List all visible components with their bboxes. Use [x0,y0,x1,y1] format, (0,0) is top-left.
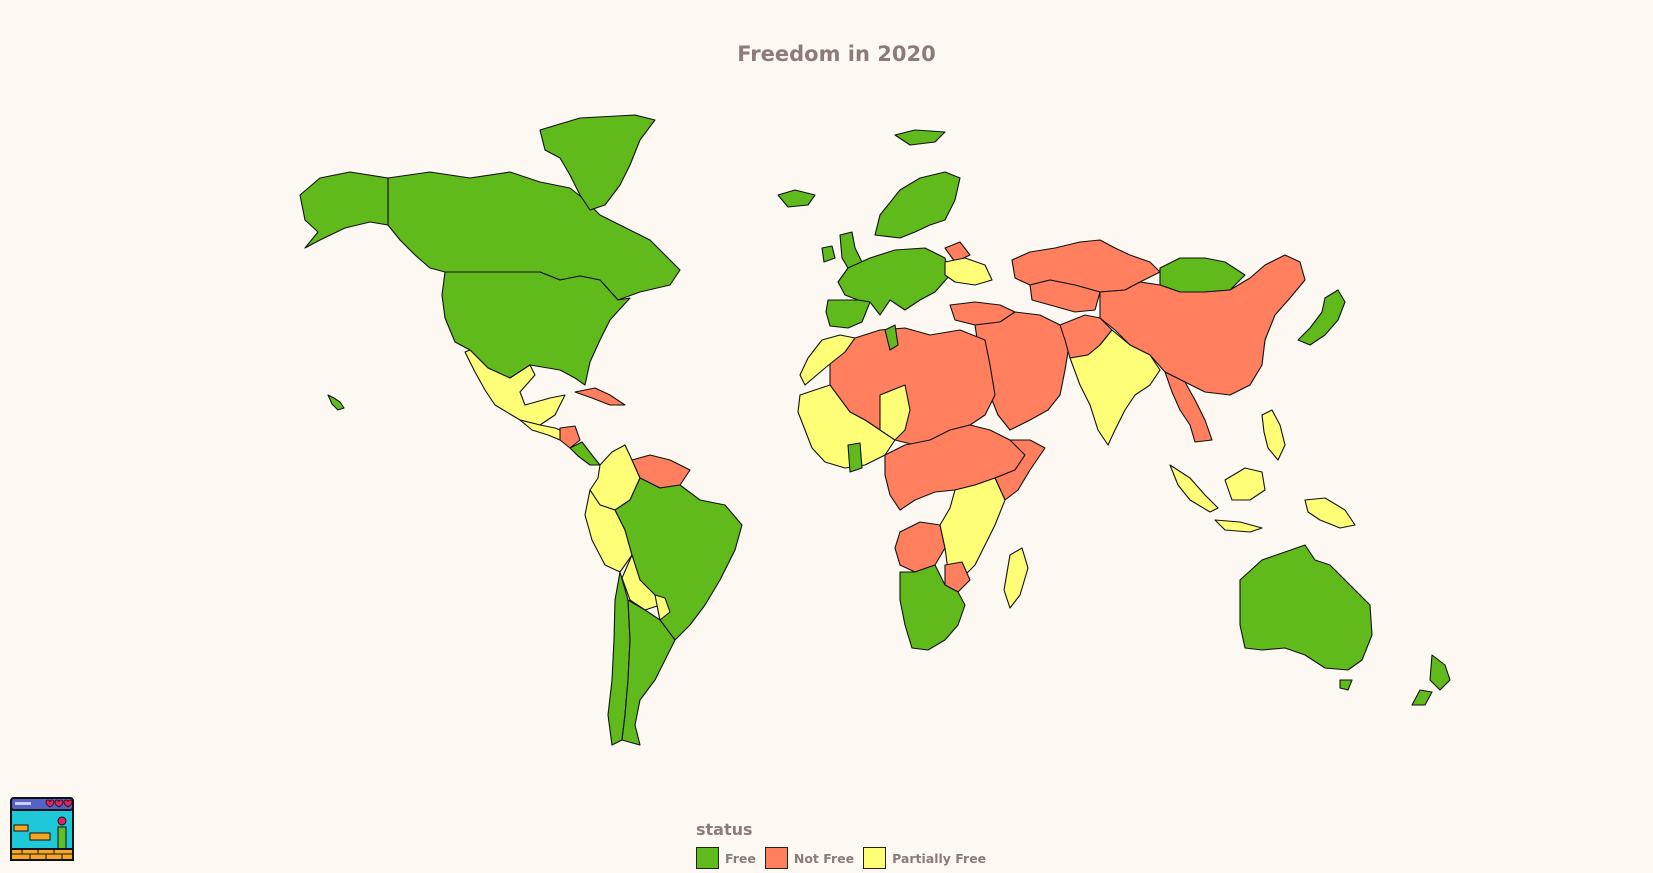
legend-item-free[interactable]: Free [696,847,756,869]
region-horn-of-africa[interactable] [994,439,1046,501]
region-southern-africa[interactable] [899,564,966,651]
region-indonesia-java[interactable] [1214,519,1263,533]
map-title: Freedom in 2020 [737,42,936,66]
region-papua-new-guinea[interactable] [1304,497,1356,529]
region-ukraine[interactable] [944,257,993,286]
region-costa-rica[interactable] [569,441,601,466]
region-hawaii[interactable] [327,394,345,411]
region-angola[interactable] [894,521,946,573]
region-cuba[interactable] [574,387,626,406]
region-nicaragua[interactable] [559,425,581,449]
region-west-africa-east[interactable] [879,384,911,441]
region-west-africa[interactable] [797,384,896,469]
region-peru[interactable] [584,489,633,573]
region-japan[interactable] [1297,289,1346,346]
legend-swatch-not-free [764,847,788,869]
region-argentina[interactable] [621,599,676,746]
region-new-zealand[interactable] [1429,654,1451,691]
legend-label-free: Free [725,850,756,866]
region-ghana[interactable] [847,442,863,473]
region-philippines[interactable] [1261,409,1286,461]
region-alaska[interactable] [299,171,389,249]
region-zimbabwe[interactable] [944,561,971,593]
legend-item-partially-free[interactable]: Partially Free [863,847,986,869]
region-scandinavia[interactable] [874,171,961,239]
region-mexico[interactable] [464,349,566,426]
region-new-zealand-south[interactable] [1411,689,1433,706]
region-madagascar[interactable] [1003,547,1029,609]
region-india[interactable] [1069,329,1161,446]
region-australia[interactable] [1239,544,1373,671]
region-myanmar[interactable] [1164,371,1213,443]
region-canada[interactable] [387,171,681,301]
region-east-africa[interactable] [939,477,1006,581]
region-indonesia-borneo[interactable] [1224,467,1266,501]
region-kazakhstan[interactable] [1029,279,1101,313]
region-united-states[interactable] [441,271,631,386]
legend-swatch-free [696,847,719,869]
region-paraguay[interactable] [654,594,671,621]
region-morocco[interactable] [799,334,856,386]
legend-title: status [696,820,753,839]
region-tasmania[interactable] [1339,679,1353,691]
region-ireland[interactable] [821,245,836,263]
region-western-europe[interactable] [837,247,951,316]
region-indonesia[interactable] [1169,464,1219,513]
region-iceland[interactable] [777,189,816,208]
legend-swatch-partially-free [863,847,887,869]
region-svalbard[interactable] [894,129,946,146]
game-window-icon [10,797,74,861]
legend-item-not-free[interactable]: Not Free [764,847,855,869]
region-mongolia[interactable] [1159,257,1246,293]
region-tunisia[interactable] [884,324,899,351]
legend-items: Free Not Free Partially Free [696,847,986,869]
region-iberia[interactable] [825,299,871,329]
legend-label-partially-free: Partially Free [892,850,987,866]
legend-label-not-free: Not Free [793,850,855,866]
region-greenland[interactable] [539,114,656,211]
region-belarus[interactable] [944,241,971,263]
